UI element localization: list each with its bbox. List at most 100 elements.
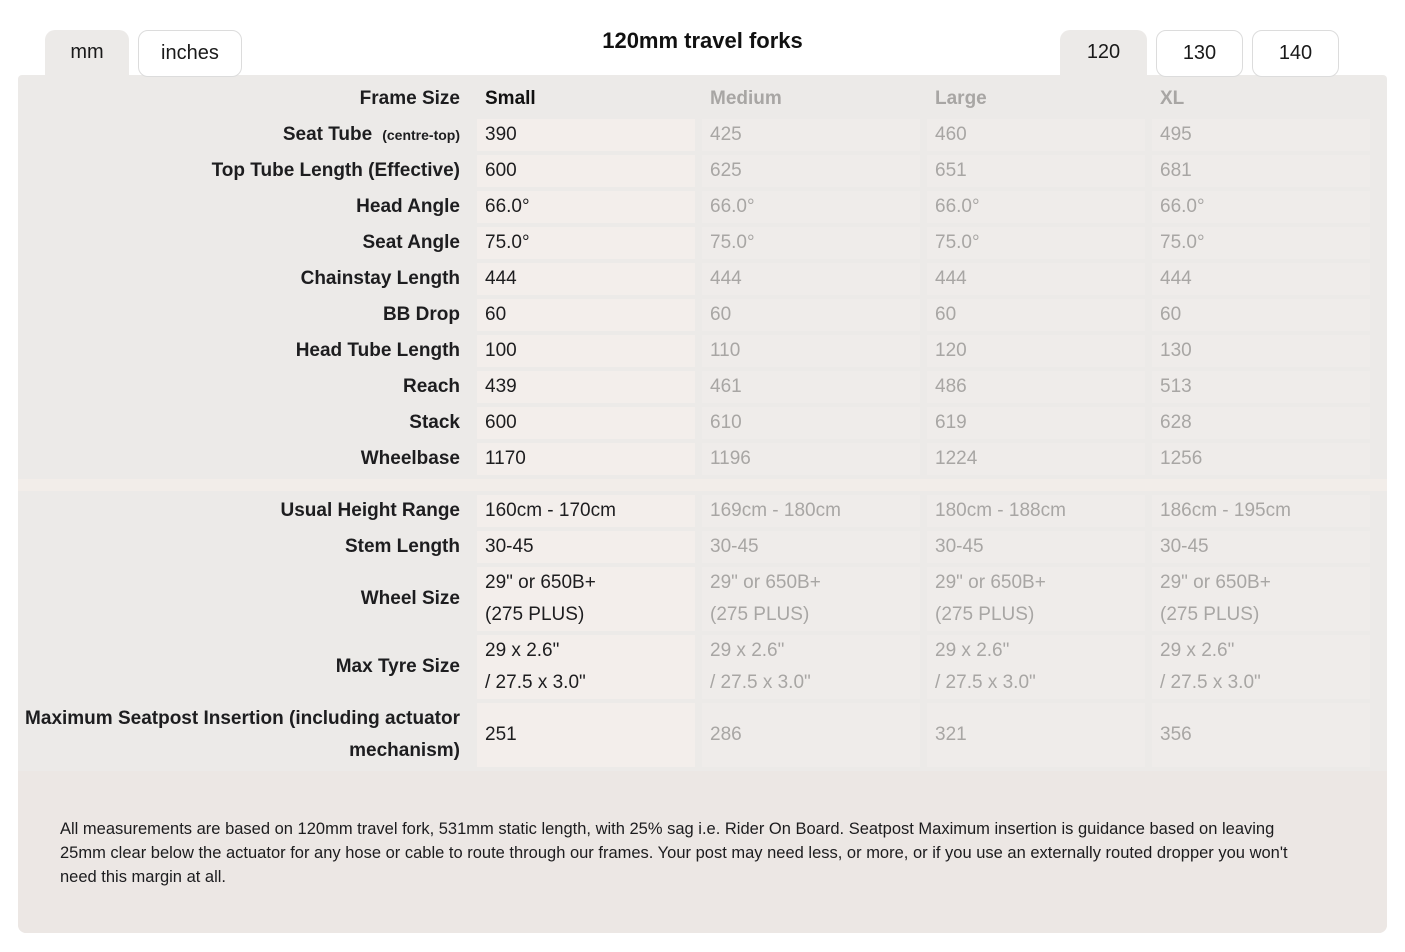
column-header-large: Large bbox=[935, 88, 987, 109]
value-cell: 75.0° bbox=[702, 227, 920, 259]
value-cell: 180cm - 188cm bbox=[927, 495, 1145, 527]
value-cell: 60 bbox=[1152, 299, 1370, 331]
table-body: Frame Size Small Medium Large XL Seat Tube (ce… bbox=[18, 75, 1387, 767]
value-cell: 286 bbox=[702, 703, 920, 767]
value-cell: 651 bbox=[927, 155, 1145, 187]
tab-130[interactable]: 130 bbox=[1156, 30, 1243, 77]
value-cell: 390 bbox=[477, 119, 695, 151]
value-cell: 321 bbox=[927, 703, 1145, 767]
row-label-text: Top Tube Length (Effective) bbox=[211, 160, 460, 181]
value-cell: 619 bbox=[927, 407, 1145, 439]
tab-inches[interactable]: inches bbox=[138, 30, 242, 77]
value-cell: 29" or 650B+ (275 PLUS) bbox=[927, 567, 1145, 631]
row-label-text: Seat Angle bbox=[362, 232, 461, 253]
column-header-xl: XL bbox=[1160, 88, 1185, 109]
value-cell: 29" or 650B+ (275 PLUS) bbox=[702, 567, 920, 631]
value-cell: 110 bbox=[702, 335, 920, 367]
table-row: Head Tube Length 100 110 120 130 bbox=[18, 335, 1387, 367]
value-cell: 30-45 bbox=[477, 531, 695, 563]
tab-120[interactable]: 120 bbox=[1060, 30, 1147, 75]
row-label: Chainstay Length bbox=[18, 263, 470, 295]
tab-140[interactable]: 140 bbox=[1252, 30, 1339, 77]
tab-mm[interactable]: mm bbox=[45, 30, 129, 75]
value-cell: 75.0° bbox=[927, 227, 1145, 259]
column-header-medium: Medium bbox=[710, 88, 782, 109]
value-cell: 100 bbox=[477, 335, 695, 367]
row-label: Stem Length bbox=[18, 531, 470, 563]
row-label: Stack bbox=[18, 407, 470, 439]
row-label: Seat Angle bbox=[18, 227, 470, 259]
value-cell: 356 bbox=[1152, 703, 1370, 767]
value-cell: 160cm - 170cm bbox=[477, 495, 695, 527]
value-cell: 30-45 bbox=[927, 531, 1145, 563]
row-label-text: BB Drop bbox=[382, 304, 460, 325]
table-row: Chainstay Length 444 444 444 444 bbox=[18, 263, 1387, 295]
table-row: Reach 439 461 486 513 bbox=[18, 371, 1387, 403]
unit-tab-group: mm inches bbox=[45, 30, 242, 77]
value-cell: 169cm - 180cm bbox=[702, 495, 920, 527]
value-cell: 75.0° bbox=[1152, 227, 1370, 259]
value-cell: 130 bbox=[1152, 335, 1370, 367]
row-label: Wheelbase bbox=[18, 443, 470, 475]
row-label: Maximum Seatpost Insertion (including ac… bbox=[18, 703, 470, 767]
value-cell: 29 x 2.6" / 27.5 x 3.0" bbox=[477, 635, 695, 699]
table-row: BB Drop 60 60 60 60 bbox=[18, 299, 1387, 331]
page-title: 120mm travel forks bbox=[602, 28, 803, 53]
table-row: Maximum Seatpost Insertion (including ac… bbox=[18, 703, 1387, 767]
value-cell: 600 bbox=[477, 407, 695, 439]
value-cell: 29 x 2.6" / 27.5 x 3.0" bbox=[1152, 635, 1370, 699]
table-row: Top Tube Length (Effective) 600 625 651 681 bbox=[18, 155, 1387, 187]
footnote-text: All measurements are based on 120mm trav… bbox=[60, 820, 1288, 886]
travel-tab-group: 120 130 140 bbox=[1060, 30, 1339, 77]
header: mm inches 120mm travel forks 120 130 140 bbox=[0, 0, 1405, 77]
table-row: Max Tyre Size 29 x 2.6" / 27.5 x 3.0" 29 x… bbox=[18, 635, 1387, 699]
value-cell: 60 bbox=[927, 299, 1145, 331]
value-cell: 60 bbox=[477, 299, 695, 331]
column-header-small: Small bbox=[485, 88, 536, 109]
section-divider bbox=[18, 479, 1387, 491]
value-cell: 1170 bbox=[477, 443, 695, 475]
value-cell: 461 bbox=[702, 371, 920, 403]
table-row: Usual Height Range 160cm - 170cm 169cm - 1… bbox=[18, 495, 1387, 527]
value-cell: 625 bbox=[702, 155, 920, 187]
value-cell: 1256 bbox=[1152, 443, 1370, 475]
value-cell: 66.0° bbox=[1152, 191, 1370, 223]
value-cell: 186cm - 195cm bbox=[1152, 495, 1370, 527]
footnote: All measurements are based on 120mm trav… bbox=[18, 771, 1387, 933]
row-label-text: Head Angle bbox=[356, 196, 460, 217]
value-cell: 444 bbox=[477, 263, 695, 295]
row-label-suffix: (centre-top) bbox=[382, 127, 460, 143]
value-cell: 486 bbox=[927, 371, 1145, 403]
value-cell: 30-45 bbox=[702, 531, 920, 563]
row-label: BB Drop bbox=[18, 299, 470, 331]
row-label: Seat Tube (centre-top) bbox=[18, 119, 470, 151]
row-label-text: Stem Length bbox=[344, 536, 460, 557]
row-label-text: Maximum Seatpost Insertion (including ac… bbox=[25, 708, 460, 761]
row-label-text: Head Tube Length bbox=[295, 340, 460, 361]
value-cell: 439 bbox=[477, 371, 695, 403]
value-cell: 600 bbox=[477, 155, 695, 187]
value-cell: 681 bbox=[1152, 155, 1370, 187]
value-cell: 628 bbox=[1152, 407, 1370, 439]
value-cell: 460 bbox=[927, 119, 1145, 151]
value-cell: 425 bbox=[702, 119, 920, 151]
row-label: Head Angle bbox=[18, 191, 470, 223]
row-label: Usual Height Range bbox=[18, 495, 470, 527]
row-label: Wheel Size bbox=[18, 567, 470, 631]
value-cell: 75.0° bbox=[477, 227, 695, 259]
value-cell: 29" or 650B+ (275 PLUS) bbox=[477, 567, 695, 631]
value-cell: 610 bbox=[702, 407, 920, 439]
value-cell: 251 bbox=[477, 703, 695, 767]
value-cell: 60 bbox=[702, 299, 920, 331]
geometry-table: Frame Size Small Medium Large XL Seat Tube (ce… bbox=[18, 75, 1387, 933]
row-label-text: Reach bbox=[402, 376, 460, 397]
table-row: Stem Length 30-45 30-45 30-45 30-45 bbox=[18, 531, 1387, 563]
value-cell: 1196 bbox=[702, 443, 920, 475]
value-cell: 66.0° bbox=[702, 191, 920, 223]
frame-size-label: Frame Size bbox=[359, 88, 460, 109]
value-cell: 66.0° bbox=[927, 191, 1145, 223]
value-cell: 29 x 2.6" / 27.5 x 3.0" bbox=[927, 635, 1145, 699]
row-label-text: Chainstay Length bbox=[300, 268, 460, 289]
row-label: Max Tyre Size bbox=[18, 635, 470, 699]
